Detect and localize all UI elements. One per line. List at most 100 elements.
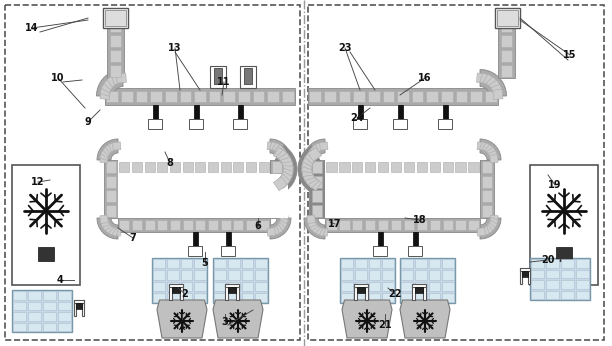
Bar [401, 270, 412, 280]
Polygon shape [490, 215, 498, 224]
Bar [181, 293, 192, 302]
Polygon shape [97, 139, 118, 160]
Bar [415, 282, 427, 291]
Polygon shape [270, 218, 291, 239]
Polygon shape [100, 155, 108, 163]
Bar [267, 91, 279, 102]
Text: 13: 13 [168, 43, 182, 53]
Polygon shape [298, 146, 321, 192]
Polygon shape [267, 228, 275, 236]
Polygon shape [312, 225, 323, 235]
Bar [576, 259, 589, 267]
Bar [228, 282, 239, 291]
Text: 11: 11 [217, 77, 231, 87]
Text: 2: 2 [182, 289, 188, 299]
Bar [28, 322, 41, 331]
Bar [470, 91, 482, 102]
Text: 1: 1 [179, 320, 185, 330]
Bar [415, 270, 427, 280]
Polygon shape [269, 226, 279, 236]
Bar [214, 282, 226, 291]
Bar [225, 284, 239, 287]
Bar [106, 205, 116, 217]
Bar [106, 91, 118, 102]
Bar [144, 220, 155, 229]
Bar [214, 68, 222, 84]
Polygon shape [488, 151, 498, 161]
Polygon shape [485, 145, 495, 156]
Bar [209, 91, 220, 102]
Bar [530, 258, 590, 300]
Polygon shape [274, 222, 285, 233]
Bar [417, 220, 427, 229]
Polygon shape [489, 80, 502, 93]
Bar [118, 160, 270, 174]
Bar [325, 160, 480, 174]
Bar [339, 220, 349, 229]
Bar [442, 105, 447, 119]
Bar [312, 205, 322, 217]
Bar [501, 35, 512, 46]
Polygon shape [316, 142, 326, 152]
Polygon shape [275, 146, 297, 192]
Polygon shape [116, 73, 127, 83]
Polygon shape [307, 215, 315, 224]
Polygon shape [487, 220, 497, 231]
Bar [338, 91, 351, 102]
Polygon shape [490, 155, 498, 163]
Bar [208, 163, 218, 172]
Bar [121, 91, 133, 102]
Bar [368, 282, 380, 291]
Bar [576, 291, 589, 299]
Bar [172, 287, 180, 293]
Bar [325, 160, 480, 218]
Polygon shape [109, 226, 119, 236]
Polygon shape [107, 74, 120, 87]
Polygon shape [100, 218, 110, 227]
Bar [110, 49, 121, 62]
Bar [468, 163, 479, 172]
Bar [354, 284, 357, 300]
Text: 7: 7 [130, 233, 136, 243]
Polygon shape [100, 215, 108, 224]
Bar [166, 259, 179, 268]
Polygon shape [283, 165, 293, 176]
Bar [38, 247, 54, 261]
Bar [193, 105, 198, 119]
Bar [522, 271, 528, 277]
Polygon shape [308, 147, 321, 161]
Bar [105, 88, 295, 105]
Bar [246, 163, 256, 172]
Bar [110, 35, 121, 46]
Bar [105, 10, 126, 26]
Bar [561, 270, 574, 278]
Bar [58, 301, 71, 310]
Bar [170, 220, 180, 229]
Text: 14: 14 [25, 23, 39, 33]
Polygon shape [111, 73, 123, 85]
Bar [400, 258, 455, 303]
Polygon shape [482, 143, 493, 153]
Bar [13, 312, 26, 320]
Bar [153, 259, 165, 268]
Bar [13, 301, 26, 310]
Bar [310, 91, 321, 102]
Bar [355, 270, 367, 280]
Polygon shape [486, 77, 499, 90]
Bar [110, 19, 121, 31]
Bar [412, 284, 426, 287]
Bar [228, 293, 239, 302]
Bar [355, 293, 367, 302]
Polygon shape [488, 218, 498, 227]
Bar [236, 284, 239, 300]
Bar [246, 220, 256, 229]
Bar [455, 220, 466, 229]
Bar [404, 220, 414, 229]
Bar [43, 291, 56, 300]
Polygon shape [302, 162, 313, 173]
Bar [180, 284, 183, 300]
Bar [181, 270, 192, 280]
Bar [576, 280, 589, 289]
Text: 22: 22 [388, 289, 401, 299]
Bar [242, 293, 253, 302]
